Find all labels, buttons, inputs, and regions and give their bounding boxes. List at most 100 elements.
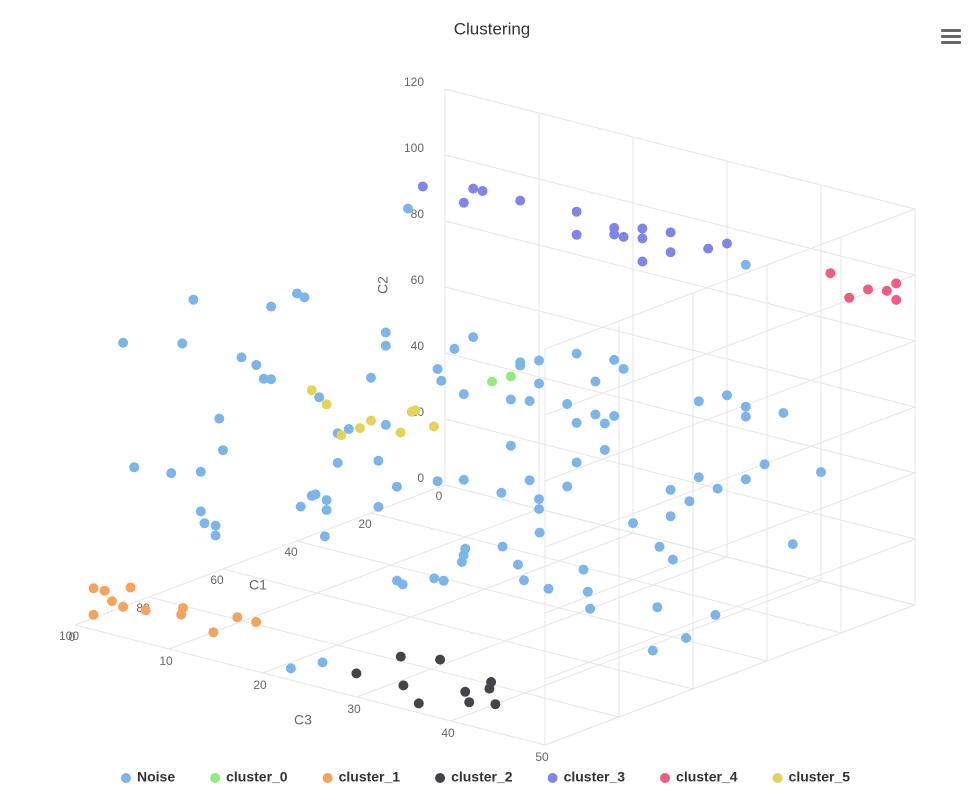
- legend-item[interactable]: cluster_4: [660, 769, 738, 785]
- point: [458, 474, 469, 485]
- point: [351, 668, 362, 679]
- point: [599, 444, 610, 455]
- y-tick-label: 80: [411, 207, 425, 221]
- point: [107, 596, 117, 607]
- point: [292, 288, 302, 299]
- point: [693, 472, 704, 483]
- point: [693, 396, 704, 407]
- legend-marker: [772, 773, 783, 783]
- point: [534, 504, 544, 514]
- grid-line: [544, 406, 916, 548]
- legend: Noise cluster_0 cluster_1 cluster_2 cluster_…: [120, 769, 851, 785]
- point: [354, 423, 365, 434]
- point: [740, 474, 751, 485]
- point: [332, 457, 343, 468]
- y-tick-label: 40: [411, 339, 425, 353]
- z-tick-label: 0: [69, 630, 76, 644]
- point: [571, 348, 582, 359]
- legend-item[interactable]: cluster_0: [210, 769, 288, 785]
- point: [88, 609, 99, 620]
- grid-line: [544, 208, 916, 350]
- point: [562, 399, 573, 409]
- grid-line: [444, 220, 916, 342]
- point: [432, 364, 443, 374]
- point: [609, 354, 620, 365]
- point: [787, 539, 798, 550]
- legend-item[interactable]: Noise: [120, 769, 175, 785]
- legend-label: cluster_4: [676, 769, 738, 785]
- point: [210, 520, 221, 531]
- point: [306, 385, 317, 396]
- grid-line: [444, 154, 916, 276]
- y-axis-title: C2: [375, 276, 391, 294]
- point: [88, 583, 99, 594]
- z-tick-label: 50: [535, 750, 549, 764]
- menu-button[interactable]: [938, 22, 964, 48]
- point: [464, 697, 475, 708]
- x-axis-title: C1: [249, 577, 267, 593]
- legend-item[interactable]: cluster_5: [772, 769, 851, 785]
- point: [496, 487, 507, 498]
- point: [380, 419, 391, 430]
- point: [208, 627, 219, 638]
- point: [391, 481, 402, 492]
- x-tick-label: 20: [358, 517, 372, 531]
- points: [88, 181, 902, 710]
- point: [125, 582, 136, 593]
- point: [490, 699, 501, 710]
- point: [710, 610, 721, 620]
- legend-item[interactable]: cluster_3: [547, 769, 626, 785]
- point: [140, 605, 151, 616]
- grid-line: [74, 484, 446, 626]
- menu-icon-line: [941, 29, 961, 32]
- point: [571, 229, 582, 240]
- point: [609, 411, 620, 421]
- point: [816, 467, 826, 478]
- point: [722, 390, 732, 401]
- grid-line: [544, 604, 916, 746]
- point: [637, 233, 648, 244]
- point: [665, 227, 676, 238]
- point: [321, 399, 332, 410]
- y-tick-label: 0: [417, 471, 424, 485]
- point: [825, 268, 836, 279]
- y-tick-label: 120: [404, 75, 424, 89]
- legend-label: cluster_1: [339, 769, 401, 785]
- point: [285, 663, 296, 674]
- point: [468, 183, 479, 194]
- z-tick-label: 40: [441, 726, 455, 740]
- legend-item[interactable]: cluster_2: [435, 769, 513, 785]
- point: [891, 278, 902, 289]
- point: [380, 340, 391, 351]
- point: [373, 501, 384, 512]
- grid-line: [444, 286, 916, 408]
- point: [778, 408, 789, 418]
- point: [667, 554, 678, 565]
- point: [366, 372, 376, 383]
- point: [435, 654, 446, 665]
- point: [881, 285, 892, 296]
- point: [571, 457, 582, 468]
- grid-line: [450, 580, 822, 722]
- grid-line: [544, 472, 916, 614]
- point: [343, 424, 354, 434]
- grid-line: [544, 340, 916, 482]
- legend-item[interactable]: cluster_1: [322, 769, 401, 785]
- grid-line: [444, 352, 916, 474]
- point: [266, 374, 277, 385]
- point: [314, 392, 325, 403]
- point: [129, 462, 140, 473]
- point: [176, 609, 187, 620]
- legend-label: cluster_3: [564, 769, 626, 785]
- point: [582, 586, 593, 597]
- legend-label: Noise: [137, 769, 175, 785]
- point: [188, 294, 199, 305]
- point: [236, 352, 247, 363]
- point: [373, 455, 384, 466]
- point: [712, 483, 723, 494]
- grid-line: [222, 568, 694, 690]
- x-tick-label: 100: [59, 629, 79, 643]
- legend-label: cluster_2: [451, 769, 513, 785]
